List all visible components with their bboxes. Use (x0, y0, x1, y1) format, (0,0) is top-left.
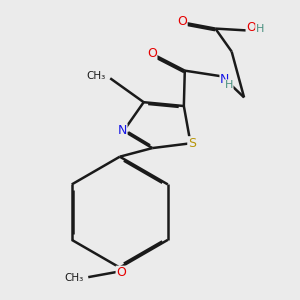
Text: N: N (118, 124, 127, 137)
Text: CH₃: CH₃ (86, 70, 105, 81)
Text: O: O (246, 21, 256, 34)
Text: N: N (220, 73, 230, 85)
Text: CH₃: CH₃ (64, 274, 83, 284)
Text: O: O (116, 266, 126, 279)
Text: O: O (147, 46, 157, 60)
Text: H: H (256, 24, 264, 34)
Text: O: O (177, 15, 187, 28)
Text: S: S (188, 137, 196, 150)
Text: H: H (225, 80, 233, 90)
